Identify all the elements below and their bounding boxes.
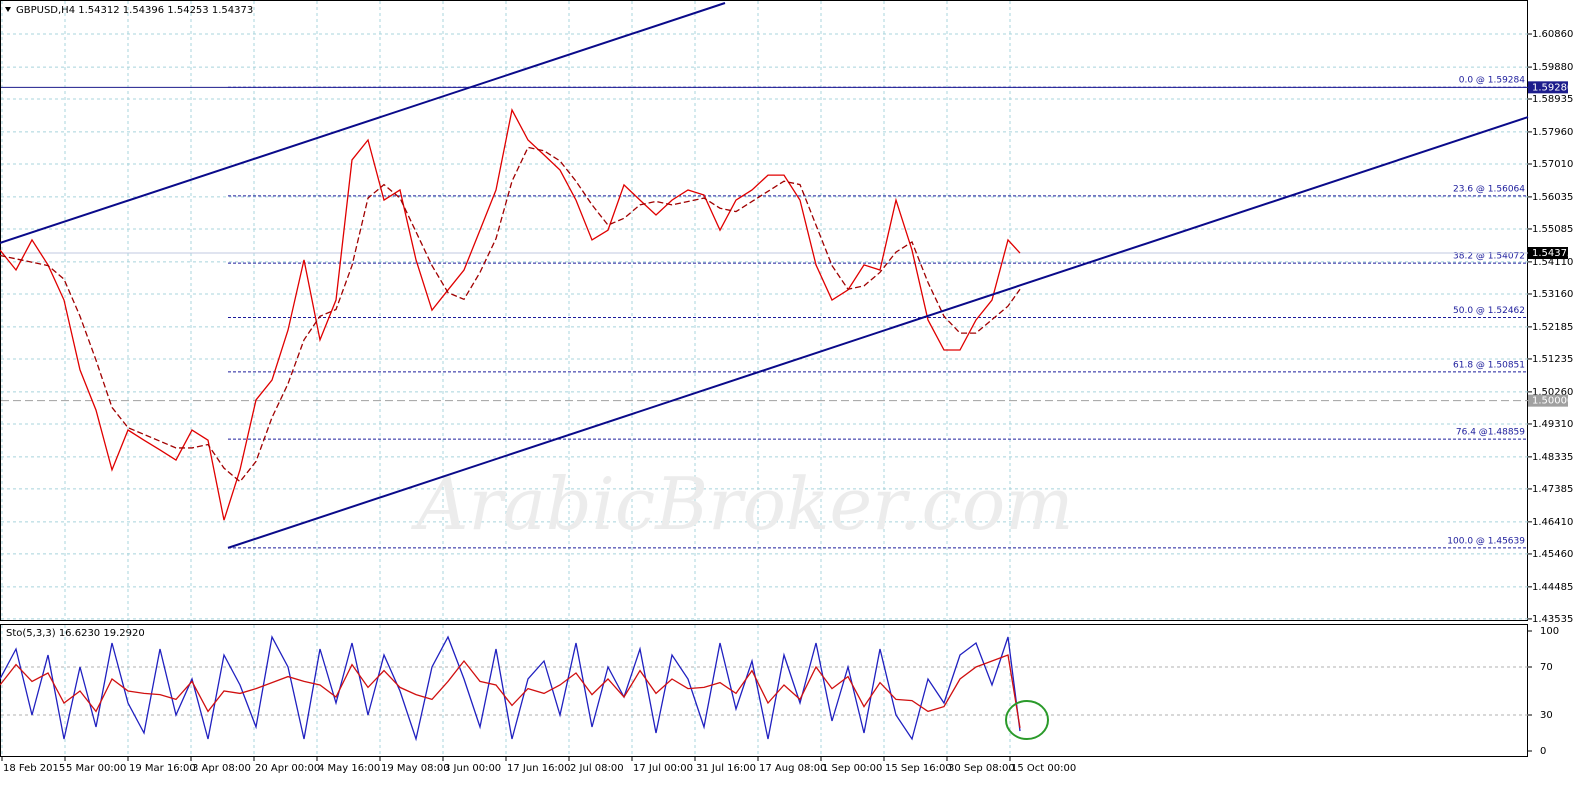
fib-label: 61.8 @ 1.50851 [1453,360,1525,370]
fib-label: 23.6 @ 1.56064 [1453,184,1525,194]
y-tick-label: 1.47385 [1532,484,1573,495]
y-tick-label: 1.57960 [1532,127,1573,138]
y-tick-label: 1.46410 [1532,517,1573,528]
y-tick-label: 1.56035 [1532,192,1573,203]
highlight-circle [1005,700,1049,740]
price-line [0,108,1021,521]
y-tick-label: 1.54110 [1532,257,1573,268]
trendline [227,116,1529,549]
x-tick-label: 19 May 08:00 [381,763,450,774]
stochastic-title: Sto(5,3,3) 16.6230 19.2920 [6,628,145,639]
price-box-label: 1.50000 [1532,396,1573,407]
x-tick-label: 3 Jun 00:00 [444,763,501,774]
x-tick-label: 17 Jul 00:00 [633,763,693,774]
moving-average [0,146,1021,483]
y-tick-label: 1.49310 [1532,419,1573,430]
price-box [1528,247,1568,260]
x-tick-label: 4 May 16:00 [318,763,380,774]
fib-label: 0.0 @ 1.59284 [1459,76,1526,86]
y-tick-label: 70 [1540,662,1553,673]
y-tick-label: 1.45460 [1532,549,1573,560]
x-tick-label: 5 Mar 00:00 [66,763,126,774]
y-tick-label: 100 [1540,626,1559,637]
fib-label: 38.2 @ 1.54072 [1453,252,1525,262]
stochastic-panel [0,624,1528,757]
x-tick-label: 30 Sep 08:00 [948,763,1015,774]
y-tick-label: 1.58935 [1532,94,1573,105]
y-tick-label: 1.48335 [1532,452,1573,463]
x-tick-label: 17 Jun 16:00 [507,763,571,774]
x-tick-label: 17 Aug 08:00 [759,763,826,774]
y-tick-label: 1.50260 [1532,387,1573,398]
stochastic-line [0,654,1021,728]
fib-label: 100.0 @ 1.45639 [1447,536,1525,546]
x-tick-label: 19 Mar 16:00 [129,763,196,774]
y-tick-label: 1.53160 [1532,289,1573,300]
y-tick-label: 30 [1540,710,1553,721]
y-tick-label: 1.44485 [1532,582,1573,593]
chart-title: GBPUSD,H4 1.54312 1.54396 1.54253 1.5437… [16,5,253,16]
x-tick-label: 15 Sep 16:00 [885,763,952,774]
y-tick-label: 1.59880 [1532,62,1573,73]
fib-label: 76.4 @1.48859 [1456,428,1525,438]
watermark: ArabicBroker.com [410,462,1073,546]
y-tick-label: 1.51235 [1532,354,1573,365]
x-tick-label: 3 Apr 08:00 [192,763,251,774]
x-tick-label: 18 Feb 2015 [3,763,65,774]
x-tick-label: 20 Apr 00:00 [255,763,320,774]
price-panel [0,0,1528,621]
x-tick-label: 31 Jul 16:00 [696,763,756,774]
menu-arrow [5,7,11,12]
x-tick-label: 2 Jul 08:00 [570,763,624,774]
current-price-label: 1.54373 [1532,248,1573,259]
stochastic-line [0,635,1021,742]
x-tick-label: 15 Oct 00:00 [1011,763,1076,774]
y-tick-label: 0 [1540,746,1546,757]
y-tick-label: 1.57010 [1532,159,1573,170]
y-tick-label: 1.52185 [1532,322,1573,333]
fib-label: 50.0 @ 1.52462 [1453,306,1525,316]
trendline [0,2,726,244]
y-tick-label: 1.60860 [1532,29,1573,40]
x-tick-label: 1 Sep 00:00 [822,763,882,774]
y-tick-label: 1.55085 [1532,224,1573,235]
y-tick-label: 1.43535 [1532,614,1573,625]
price-box [1528,81,1568,94]
price-box [1528,394,1568,407]
price-box-label: 1.59280 [1532,82,1573,93]
